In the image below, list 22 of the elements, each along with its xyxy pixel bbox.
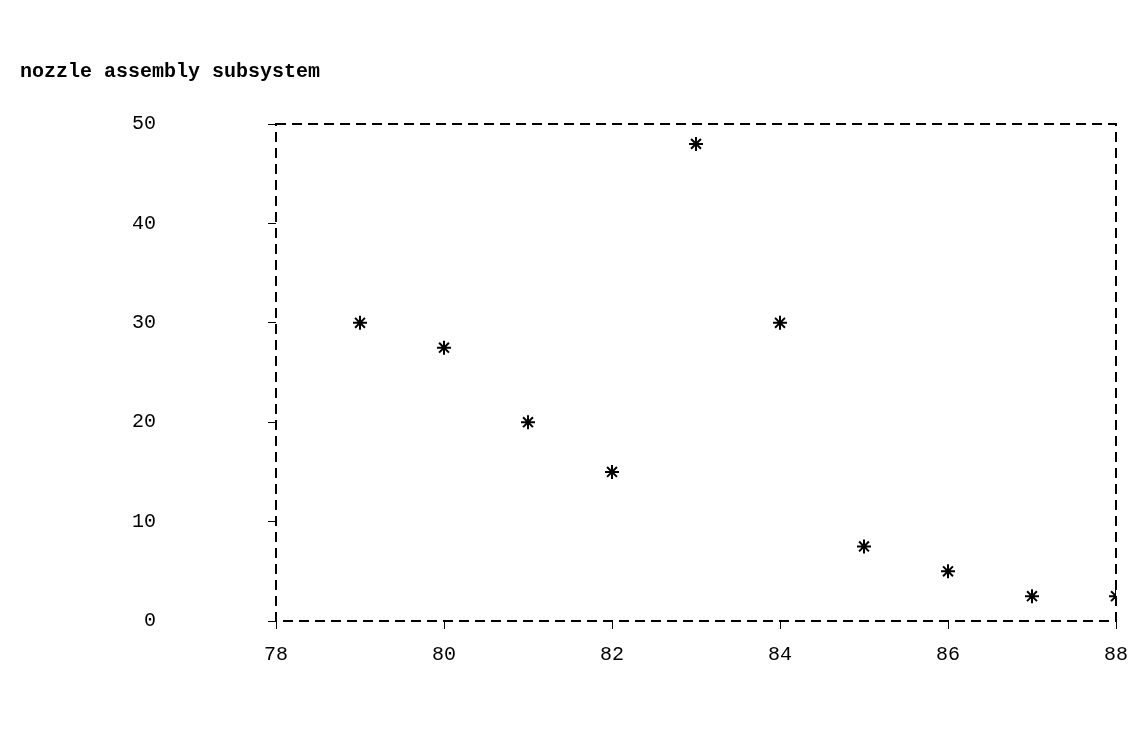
x-tick-label: 80 <box>432 643 457 667</box>
x-tick-label: 82 <box>599 643 625 667</box>
y-tick-label: 10 <box>131 509 156 533</box>
point <box>604 463 620 480</box>
y-tick-label: 0 <box>143 609 156 633</box>
point <box>520 414 536 431</box>
y-tick-label: 20 <box>131 410 156 434</box>
point <box>940 563 956 580</box>
point <box>688 135 704 152</box>
x-tick-label: 86 <box>935 643 961 667</box>
point <box>772 314 788 331</box>
point <box>352 314 368 331</box>
y-tick-label: 30 <box>131 311 156 335</box>
chart-title: nozzle assembly subsystem <box>20 60 321 84</box>
point <box>436 339 452 356</box>
point <box>856 538 872 555</box>
point <box>1024 588 1040 605</box>
x-tick-label: 84 <box>767 643 793 667</box>
x-tick-label: 88 <box>1103 643 1129 667</box>
y-tick-label: 40 <box>131 211 156 235</box>
y-tick-label: 50 <box>131 112 156 136</box>
x-tick-label: 78 <box>264 643 289 667</box>
